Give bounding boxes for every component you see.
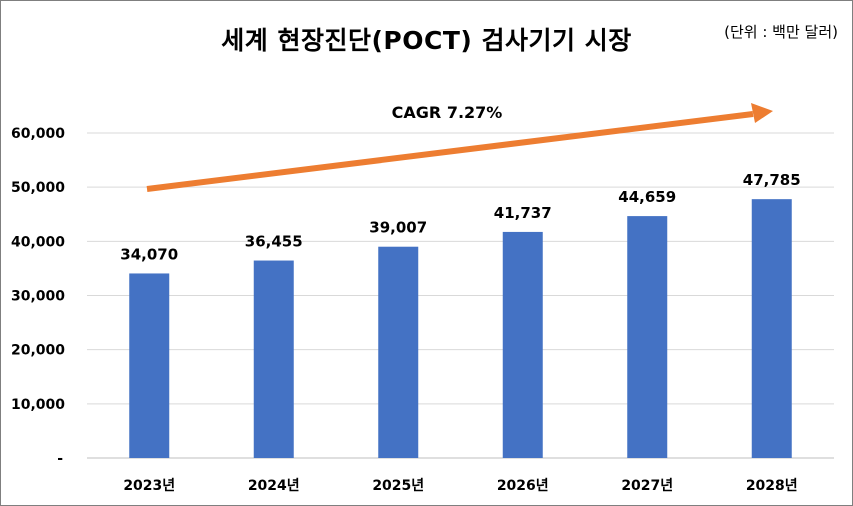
x-tick-label: 2026년 (497, 478, 549, 494)
data-label: 44,659 (618, 188, 676, 206)
data-label: 36,455 (245, 233, 303, 251)
y-tick-label: 30,000 (11, 289, 65, 305)
y-tick-label: - (57, 451, 63, 467)
x-tick-label: 2024년 (248, 478, 300, 494)
data-labels: 34,070 36,455 39,007 41,737 44,659 47,785 (120, 171, 800, 263)
bar (129, 273, 170, 458)
x-tick-label: 2028년 (746, 478, 798, 494)
bar (502, 231, 543, 458)
bar (627, 216, 668, 458)
bar (253, 260, 294, 458)
y-tick-label: 20,000 (11, 343, 65, 359)
bars (129, 199, 792, 458)
bar (751, 199, 792, 458)
cagr-annotation: CAGR 7.27% (146, 103, 773, 192)
chart-title: 세계 현장진단(POCT) 검사기기 시장 (221, 26, 632, 55)
x-tick-label: 2027년 (621, 478, 673, 494)
gridlines (87, 132, 834, 459)
x-tick-label: 2023년 (123, 478, 175, 494)
x-tick-label: 2025년 (372, 478, 424, 494)
bar (378, 246, 419, 458)
data-label: 41,737 (494, 204, 552, 222)
y-tick-label: 40,000 (11, 234, 65, 250)
y-tick-label: 10,000 (11, 397, 65, 413)
trend-arrow-head (751, 103, 773, 123)
cagr-label: CAGR 7.27% (392, 103, 503, 122)
axis-ticks: - 10,000 20,000 30,000 40,000 50,000 60,000 202… (11, 126, 798, 494)
data-label: 34,070 (120, 245, 178, 263)
y-tick-label: 60,000 (11, 126, 65, 142)
unit-note: (단위 : 백만 달러) (724, 23, 838, 41)
y-tick-label: 50,000 (11, 180, 65, 196)
data-label: 47,785 (743, 171, 801, 189)
data-label: 39,007 (369, 219, 427, 237)
trend-arrow-line (146, 111, 754, 192)
